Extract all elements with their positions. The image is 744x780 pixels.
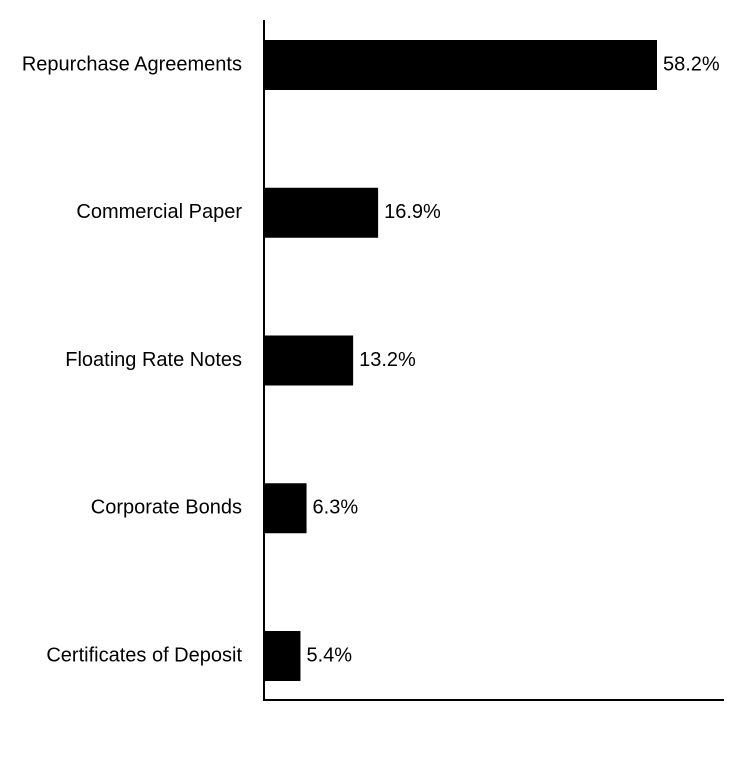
bar xyxy=(264,187,379,238)
category-label: Commercial Paper xyxy=(76,201,242,223)
category-label: Corporate Bonds xyxy=(91,497,242,519)
value-label: 13.2% xyxy=(359,349,416,371)
value-label: 6.3% xyxy=(313,497,359,519)
category-label: Repurchase Agreements xyxy=(22,53,242,75)
bar xyxy=(264,483,307,534)
bar xyxy=(264,40,657,90)
bar xyxy=(264,631,301,681)
bars-layer xyxy=(264,40,657,681)
category-label: Floating Rate Notes xyxy=(65,349,242,371)
value-label: 58.2% xyxy=(663,53,720,75)
bar xyxy=(264,335,354,386)
value-label: 16.9% xyxy=(384,201,441,223)
value-label: 5.4% xyxy=(306,644,352,666)
labels-layer: Repurchase Agreements 58.2% Commercial Pap… xyxy=(22,53,720,666)
category-label: Certificates of Deposit xyxy=(46,644,242,666)
